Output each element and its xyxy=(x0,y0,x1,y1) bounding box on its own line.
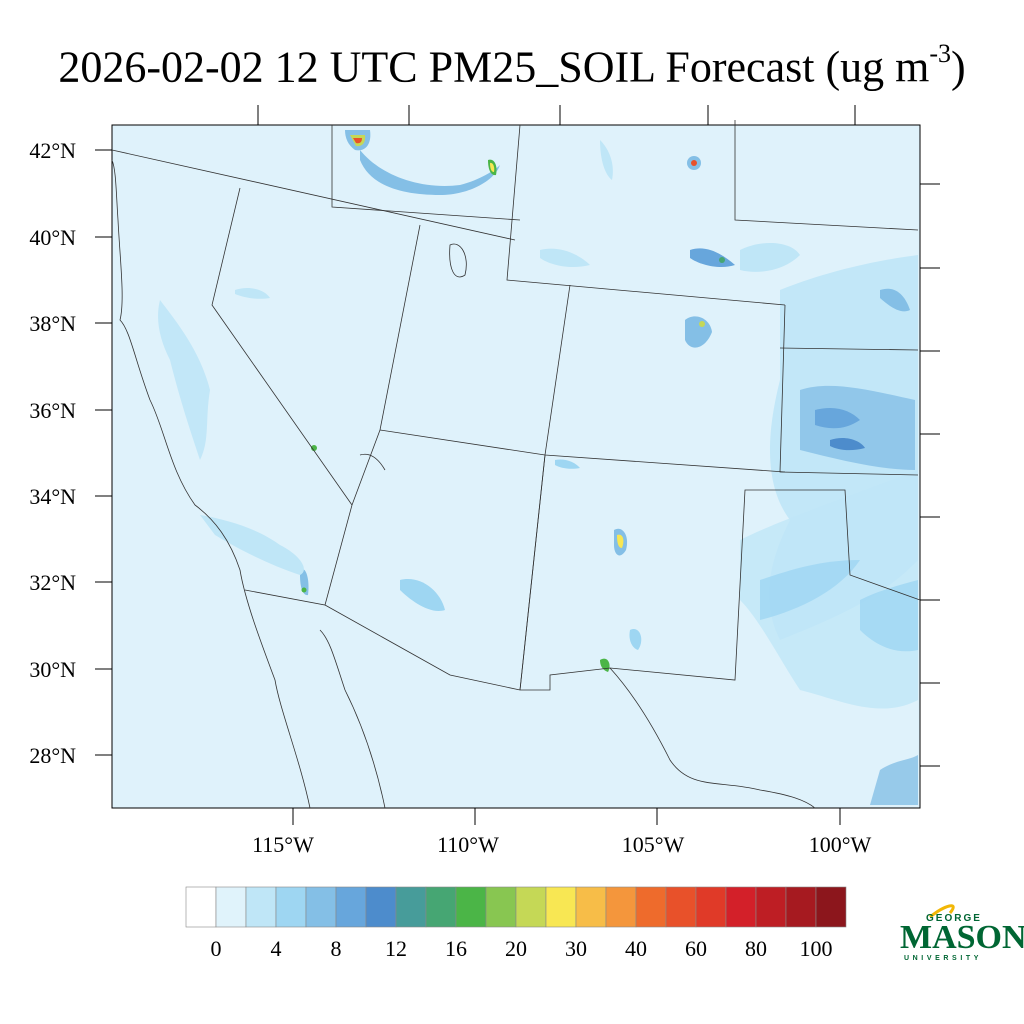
state-and-coast-boundaries xyxy=(111,120,921,809)
lat-label: 36°N xyxy=(29,398,76,423)
colorbar-swatch xyxy=(485,886,517,928)
colorbar-label: 0 xyxy=(211,936,222,961)
lat-label: 28°N xyxy=(29,743,76,768)
title-exponent: -3 xyxy=(929,39,951,68)
colorbar-label: 20 xyxy=(505,936,527,961)
axis-ticks xyxy=(95,105,940,825)
colorbar-swatch xyxy=(785,886,817,928)
colorbar-swatch xyxy=(455,886,487,928)
colorbar-label: 12 xyxy=(385,936,407,961)
colorbar-swatch xyxy=(215,886,247,928)
colorbar-swatch xyxy=(395,886,427,928)
lat-label: 32°N xyxy=(29,570,76,595)
lon-label: 105°W xyxy=(622,832,685,857)
colorbar-swatch xyxy=(245,886,277,928)
colorbar-labels: 0 4 8 12 16 20 30 40 60 80 100 xyxy=(211,936,833,961)
longitude-labels: 115°W 110°W 105°W 100°W xyxy=(252,832,871,857)
gmu-logo: GEORGE MASON UNIVERSITY xyxy=(890,895,1024,975)
colorbar-swatch xyxy=(425,886,457,928)
logo-swoosh-icon xyxy=(929,904,955,919)
lat-label: 42°N xyxy=(29,138,76,163)
colorbar-swatch xyxy=(755,886,787,928)
colorbar-label: 16 xyxy=(445,936,467,961)
lat-label: 30°N xyxy=(29,657,76,682)
colorbar-label: 4 xyxy=(271,936,282,961)
colorbar-swatch xyxy=(815,886,847,928)
lat-label: 34°N xyxy=(29,484,76,509)
latitude-labels: 42°N 40°N 38°N 36°N 34°N 32°N 30°N 28°N xyxy=(29,138,76,768)
logo-line-mason: MASON xyxy=(900,919,1024,956)
logo-line-george: GEORGE xyxy=(926,913,982,924)
colorbar-swatch xyxy=(335,886,367,928)
title-text: 2026-02-02 12 UTC PM25_SOIL Forecast (ug… xyxy=(58,42,930,92)
colorbar-swatch xyxy=(545,886,577,928)
colorbar-swatch xyxy=(635,886,667,928)
colorbar-swatch xyxy=(365,886,397,928)
lon-label: 115°W xyxy=(252,832,314,857)
title-close: ) xyxy=(951,42,966,92)
colorbar-label: 80 xyxy=(745,936,767,961)
lon-label: 100°W xyxy=(809,832,872,857)
colorbar-swatch xyxy=(605,886,637,928)
lat-label: 40°N xyxy=(29,225,76,250)
colorbar-label: 60 xyxy=(685,936,707,961)
colorbar xyxy=(185,886,847,928)
map-title: 2026-02-02 12 UTC PM25_SOIL Forecast (ug… xyxy=(0,28,1024,98)
colorbar-swatch xyxy=(185,886,217,928)
colorbar-label: 30 xyxy=(565,936,587,961)
logo-line-university: UNIVERSITY xyxy=(904,955,983,962)
colorbar-swatch xyxy=(695,886,727,928)
colorbar-swatch xyxy=(305,886,337,928)
colorbar-swatch xyxy=(725,886,757,928)
colorbar-swatch xyxy=(275,886,307,928)
lon-label: 110°W xyxy=(437,832,499,857)
colorbar-label: 8 xyxy=(331,936,342,961)
colorbar-label: 40 xyxy=(625,936,647,961)
lat-label: 38°N xyxy=(29,311,76,336)
concentration-shading xyxy=(158,130,918,805)
colorbar-swatch xyxy=(665,886,697,928)
colorbar-swatch xyxy=(575,886,607,928)
colorbar-swatch xyxy=(515,886,547,928)
colorbar-label: 100 xyxy=(800,936,833,961)
